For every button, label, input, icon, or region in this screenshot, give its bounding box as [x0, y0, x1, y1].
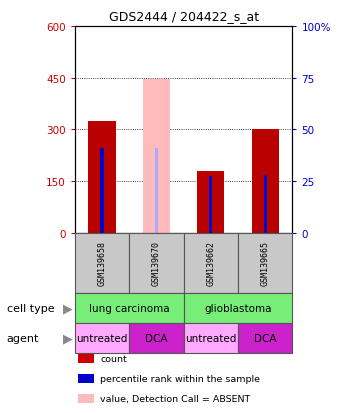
Text: ▶: ▶ [63, 301, 73, 315]
Text: GSM139662: GSM139662 [206, 241, 215, 286]
Text: glioblastoma: glioblastoma [204, 303, 272, 313]
Text: ▶: ▶ [63, 331, 73, 344]
Text: value, Detection Call = ABSENT: value, Detection Call = ABSENT [100, 394, 251, 403]
Text: DCA: DCA [254, 333, 276, 343]
Text: GSM139658: GSM139658 [98, 241, 106, 286]
Text: count: count [100, 354, 127, 363]
Text: lung carcinoma: lung carcinoma [89, 303, 170, 313]
Text: untreated: untreated [76, 333, 128, 343]
Bar [264, 176, 267, 233]
Title: GDS2444 / 204422_s_at: GDS2444 / 204422_s_at [108, 10, 259, 23]
Text: percentile rank within the sample: percentile rank within the sample [100, 374, 260, 383]
Text: untreated: untreated [185, 333, 237, 343]
Text: agent: agent [7, 333, 39, 343]
Bar [209, 177, 212, 233]
Text: GSM139670: GSM139670 [152, 241, 161, 286]
Bar [100, 149, 104, 233]
Bar [143, 80, 170, 233]
Bar [197, 171, 224, 233]
Bar [252, 129, 279, 233]
Text: cell type: cell type [7, 303, 54, 313]
Bar [155, 149, 158, 233]
Text: DCA: DCA [145, 333, 168, 343]
Bar [88, 121, 116, 233]
Text: GSM139665: GSM139665 [261, 241, 270, 286]
